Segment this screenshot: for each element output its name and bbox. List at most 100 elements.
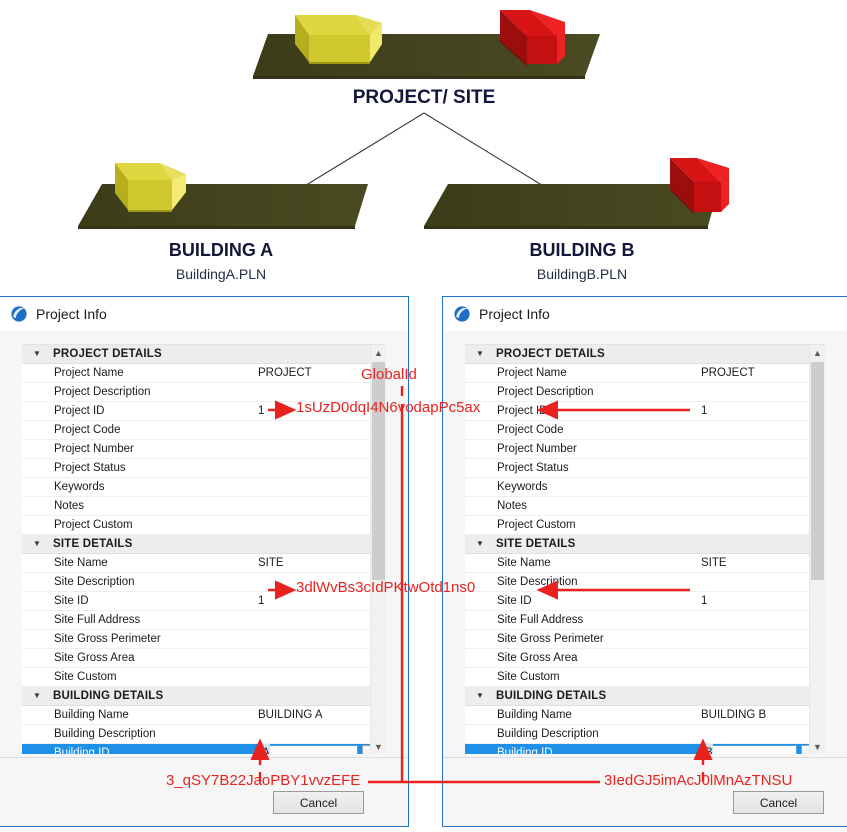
cancel-button-right[interactable]: Cancel (733, 791, 824, 814)
property-label: Site Gross Area (497, 652, 578, 664)
property-group-header[interactable]: ▼ BUILDING DETAILS (22, 687, 386, 706)
property-row[interactable]: Site Gross Perimeter (22, 630, 386, 649)
property-label: SITE DETAILS (496, 538, 576, 550)
property-row[interactable]: Project ID 1 (22, 402, 386, 421)
property-row[interactable]: Building Description (465, 725, 825, 744)
property-group-header[interactable]: ▼ SITE DETAILS (22, 535, 386, 554)
property-row[interactable]: Site Gross Area (22, 649, 386, 668)
property-value: BUILDING A (258, 709, 323, 721)
property-row[interactable]: Project Description (465, 383, 825, 402)
property-group-header[interactable]: ▼ PROJECT DETAILS (465, 345, 825, 364)
property-group-header[interactable]: ▼ BUILDING DETAILS (465, 687, 825, 706)
property-row[interactable]: Site Full Address (22, 611, 386, 630)
property-label: PROJECT DETAILS (496, 348, 605, 360)
archicad-sphere-icon (453, 305, 471, 323)
scrollbar-thumb-left[interactable] (372, 362, 385, 580)
property-label: Project Status (54, 462, 126, 474)
cancel-button-left[interactable]: Cancel (273, 791, 364, 814)
property-group-header[interactable]: ▼ PROJECT DETAILS (22, 345, 386, 364)
building-id-value: A (261, 744, 270, 754)
property-label: Keywords (497, 481, 548, 493)
property-value: 1 (701, 595, 708, 607)
building-b-file: BuildingB.PLN (537, 266, 627, 282)
property-row[interactable]: Site Gross Perimeter (465, 630, 825, 649)
building-a-file: BuildingA.PLN (176, 266, 266, 282)
property-row[interactable]: Building Name BUILDING A (22, 706, 386, 725)
property-row[interactable]: Project Custom (465, 516, 825, 535)
chevron-down-icon[interactable]: ▼ (475, 349, 485, 358)
scroll-up-arrow-right[interactable]: ▲ (813, 347, 822, 358)
chevron-down-icon[interactable]: ▼ (32, 539, 42, 548)
vertical-scrollbar-left[interactable]: ▲ ▼ (370, 345, 386, 754)
chevron-down-icon[interactable]: ▼ (32, 349, 42, 358)
property-label: SITE DETAILS (53, 538, 133, 550)
building-id-value: B (704, 744, 713, 754)
property-row[interactable]: Project Status (465, 459, 825, 478)
building-id-input[interactable]: A (258, 744, 358, 754)
building-id-edit-cell[interactable]: B... (701, 744, 821, 754)
property-label: Notes (54, 500, 85, 512)
building-b-house (670, 158, 729, 214)
property-row[interactable]: Project Description (22, 383, 386, 402)
property-row[interactable]: Site Custom (465, 668, 825, 687)
property-row[interactable]: Site Full Address (465, 611, 825, 630)
property-row[interactable]: Site Description (465, 573, 825, 592)
property-row[interactable]: Site ID 1 (465, 592, 825, 611)
property-label: Project Code (497, 424, 564, 436)
property-row[interactable]: Project Code (465, 421, 825, 440)
scroll-down-arrow-left[interactable]: ▼ (374, 741, 383, 752)
property-row[interactable]: Project Status (22, 459, 386, 478)
scroll-down-arrow-right[interactable]: ▼ (813, 741, 822, 752)
property-row[interactable]: Site Gross Area (465, 649, 825, 668)
property-row[interactable]: Project Number (465, 440, 825, 459)
property-row[interactable]: Project Name PROJECT (22, 364, 386, 383)
property-label: Building Description (497, 728, 599, 740)
building-id-edit-cell[interactable]: A... (258, 744, 382, 754)
chevron-down-icon[interactable]: ▼ (475, 691, 485, 700)
scrollbar-thumb-right[interactable] (811, 362, 824, 580)
property-label: Building ID (497, 747, 553, 754)
dialog-title-bar-right: Project Info (443, 297, 847, 332)
property-row[interactable]: Project Name PROJECT (465, 364, 825, 383)
hierarchy-illustration: PROJECT/ SITE BUILDING A BuildingA.PLN (0, 0, 847, 292)
property-row[interactable]: Site ID 1 (22, 592, 386, 611)
property-row[interactable]: Keywords (22, 478, 386, 497)
property-row[interactable]: Building ID B... (465, 744, 825, 754)
property-label: Site ID (497, 595, 532, 607)
property-row[interactable]: Building ID A... (22, 744, 386, 754)
property-value: PROJECT (701, 367, 755, 379)
chevron-down-icon[interactable]: ▼ (32, 691, 42, 700)
property-label: Site ID (54, 595, 89, 607)
property-row[interactable]: Building Description (22, 725, 386, 744)
dialog-body-right: ▼ PROJECT DETAILS Project Name PROJECT Proje… (443, 331, 847, 758)
property-group-header[interactable]: ▼ SITE DETAILS (465, 535, 825, 554)
property-list-left[interactable]: ▼ PROJECT DETAILS Project Name PROJECT Proje… (22, 344, 386, 754)
property-row[interactable]: Building Name BUILDING B (465, 706, 825, 725)
property-row[interactable]: Project Code (22, 421, 386, 440)
building-id-input[interactable]: B (701, 744, 797, 754)
property-label: Project Code (54, 424, 121, 436)
property-list-right[interactable]: ▼ PROJECT DETAILS Project Name PROJECT Proje… (465, 344, 825, 754)
dialog-footer-left: Cancel (0, 757, 408, 826)
scroll-up-arrow-left[interactable]: ▲ (374, 347, 383, 358)
property-label: Site Name (497, 557, 551, 569)
property-row[interactable]: Site Description (22, 573, 386, 592)
chevron-down-icon[interactable]: ▼ (475, 539, 485, 548)
property-row[interactable]: Project ID 1 (465, 402, 825, 421)
property-row[interactable]: Project Custom (22, 516, 386, 535)
property-label: Site Custom (54, 671, 117, 683)
property-label: Site Full Address (497, 614, 584, 626)
property-label: Site Gross Area (54, 652, 135, 664)
property-label: Project Name (497, 367, 567, 379)
property-row[interactable]: Project Number (22, 440, 386, 459)
property-row[interactable]: Notes (22, 497, 386, 516)
property-row[interactable]: Keywords (465, 478, 825, 497)
project-info-dialog-right: Project Info ▼ PROJECT DETAILS Project Nam… (442, 296, 847, 827)
property-label: Building Description (54, 728, 156, 740)
property-row[interactable]: Notes (465, 497, 825, 516)
property-row[interactable]: Site Custom (22, 668, 386, 687)
vertical-scrollbar-right[interactable]: ▲ ▼ (809, 345, 825, 754)
property-value: PROJECT (258, 367, 312, 379)
property-row[interactable]: Site Name SITE (22, 554, 386, 573)
property-row[interactable]: Site Name SITE (465, 554, 825, 573)
